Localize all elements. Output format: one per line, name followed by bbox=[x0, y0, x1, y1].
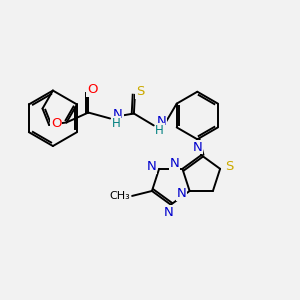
Text: S: S bbox=[225, 160, 233, 173]
Text: H: H bbox=[112, 117, 120, 130]
Text: N: N bbox=[192, 141, 202, 154]
Text: N: N bbox=[146, 160, 156, 173]
Text: O: O bbox=[87, 83, 98, 96]
Text: N: N bbox=[177, 188, 187, 200]
Text: O: O bbox=[51, 118, 61, 130]
Text: CH₃: CH₃ bbox=[110, 191, 130, 201]
Text: N: N bbox=[157, 115, 166, 128]
Text: N: N bbox=[164, 206, 174, 219]
Text: N: N bbox=[113, 108, 123, 121]
Text: S: S bbox=[136, 85, 144, 98]
Text: H: H bbox=[155, 124, 164, 137]
Text: N: N bbox=[169, 158, 179, 170]
